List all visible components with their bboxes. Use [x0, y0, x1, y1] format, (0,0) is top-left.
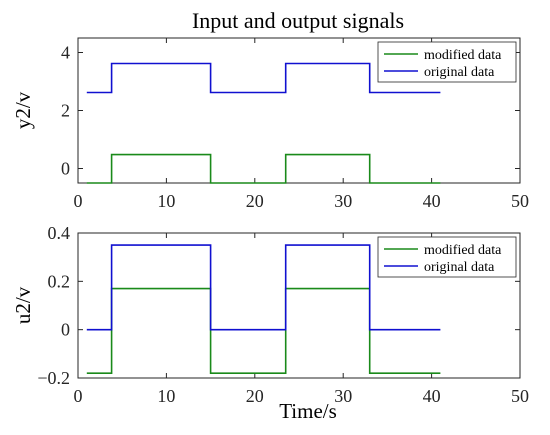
legend: modified data original data [377, 41, 517, 83]
x-tick-label: 0 [74, 191, 83, 211]
legend: modified data original data [377, 236, 517, 278]
x-tick-label: 30 [334, 191, 352, 211]
x-tick-label: 40 [423, 386, 441, 406]
bottom-subplot: 0 10 20 30 40 50−0.200.20.4u2/vTime/smodified… [11, 223, 529, 423]
top-subplot: 0 10 20 30 40 50 0 2 4 y2/v modified data original … [11, 37, 529, 211]
x-tick-label: 20 [246, 386, 264, 406]
legend-label: modified data [424, 243, 502, 258]
x-tick-label: 0 [74, 386, 83, 406]
legend-box [377, 41, 517, 83]
x-tick-label: 10 [157, 191, 175, 211]
y-tick-label: 0.2 [48, 271, 71, 291]
y-tick-label: 2 [61, 101, 70, 121]
legend-label: original data [424, 260, 495, 275]
y-axis-label: y2/v [11, 91, 35, 129]
series-line-original-data [86, 244, 441, 331]
y-tick-label: 4 [61, 43, 70, 63]
x-axis-label: Time/s [279, 399, 337, 423]
chart-title: Input and output signals [192, 8, 404, 33]
series-line-modified-data [86, 153, 441, 184]
legend-box [377, 236, 517, 278]
series-line-original-data [86, 62, 441, 94]
legend-label: original data [424, 65, 495, 80]
y-tick-label: 0 [61, 159, 70, 179]
y-tick-label: 0.4 [48, 223, 71, 243]
y-tick-label: −0.2 [37, 368, 70, 388]
x-tick-label: 20 [246, 191, 264, 211]
x-tick-label: 30 [334, 386, 352, 406]
series-line-modified-data [86, 287, 441, 375]
y-axis-label: u2/v [11, 286, 35, 324]
x-tick-label: 10 [157, 386, 175, 406]
x-tick-label: 50 [511, 191, 529, 211]
y-tick-label: 0 [61, 320, 70, 340]
x-tick-label: 40 [423, 191, 441, 211]
legend-label: modified data [424, 48, 502, 63]
x-tick-label: 50 [511, 386, 529, 406]
